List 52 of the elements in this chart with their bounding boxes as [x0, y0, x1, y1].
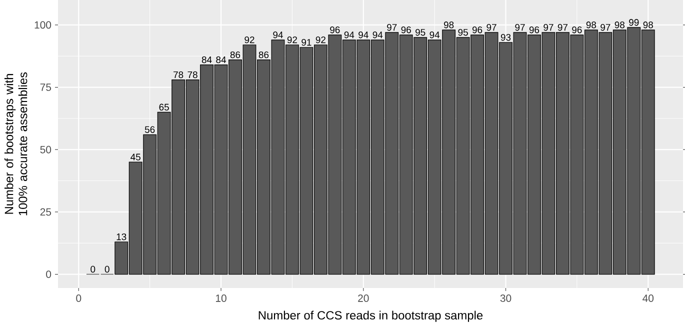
data-label: 0 — [104, 266, 110, 273]
data-label: 86 — [230, 51, 240, 58]
data-label: 96 — [330, 26, 340, 34]
data-label: 56 — [144, 126, 155, 133]
data-label: 96 — [401, 26, 411, 34]
data-label: 98 — [614, 22, 625, 28]
data-label: 95 — [458, 29, 468, 36]
data-label: 92 — [244, 36, 254, 44]
data-label: 97 — [544, 24, 554, 31]
data-label: 97 — [558, 24, 568, 31]
data-label: 94 — [273, 31, 283, 38]
data-label: 97 — [387, 24, 397, 31]
x-tick-label: 40 — [642, 294, 654, 302]
x-tick-label: 30 — [500, 294, 512, 302]
data-label: 78 — [174, 71, 184, 78]
data-label: 97 — [486, 24, 496, 31]
data-label: 96 — [472, 26, 482, 34]
y-tick-label: 50 — [40, 146, 52, 154]
data-label: 13 — [116, 233, 126, 240]
x-tick-label: 0 — [76, 294, 82, 302]
y-tick-label: 25 — [40, 208, 52, 216]
y-tick-label: 100 — [34, 21, 52, 29]
data-label: 93 — [500, 34, 511, 41]
data-label: 94 — [372, 31, 383, 38]
y-tick-label: 0 — [46, 270, 52, 278]
data-label: 97 — [600, 24, 610, 31]
data-label: 91 — [302, 38, 312, 46]
data-label: 96 — [529, 26, 540, 34]
y-tick-label: 75 — [40, 84, 52, 91]
x-tick-label: 10 — [216, 294, 226, 302]
data-label: 98 — [586, 22, 596, 28]
data-label: 94 — [344, 31, 354, 38]
data-label: 95 — [416, 29, 426, 36]
data-label: 92 — [287, 36, 297, 44]
data-label: 96 — [572, 26, 582, 34]
data-label: 84 — [202, 56, 212, 64]
data-label: 94 — [430, 31, 440, 38]
data-label: 84 — [216, 56, 226, 64]
data-label: 78 — [188, 71, 198, 78]
data-label: 0 — [90, 266, 96, 273]
data-label: 94 — [358, 31, 368, 38]
data-label: 98 — [444, 22, 454, 28]
data-label: 92 — [316, 36, 326, 44]
data-label: 65 — [159, 104, 169, 111]
data-label: 45 — [130, 154, 140, 160]
data-label: 98 — [643, 22, 653, 28]
data-label: 99 — [629, 19, 639, 26]
y-axis-title: Number of bootstraps with 100% accurate assemblies — [4, 72, 28, 216]
data-label: 97 — [515, 24, 525, 31]
data-label: 86 — [258, 51, 269, 58]
x-tick-label: 20 — [358, 294, 369, 302]
x-axis-title: Number of CCS reads in bootstrap sample — [258, 310, 483, 322]
